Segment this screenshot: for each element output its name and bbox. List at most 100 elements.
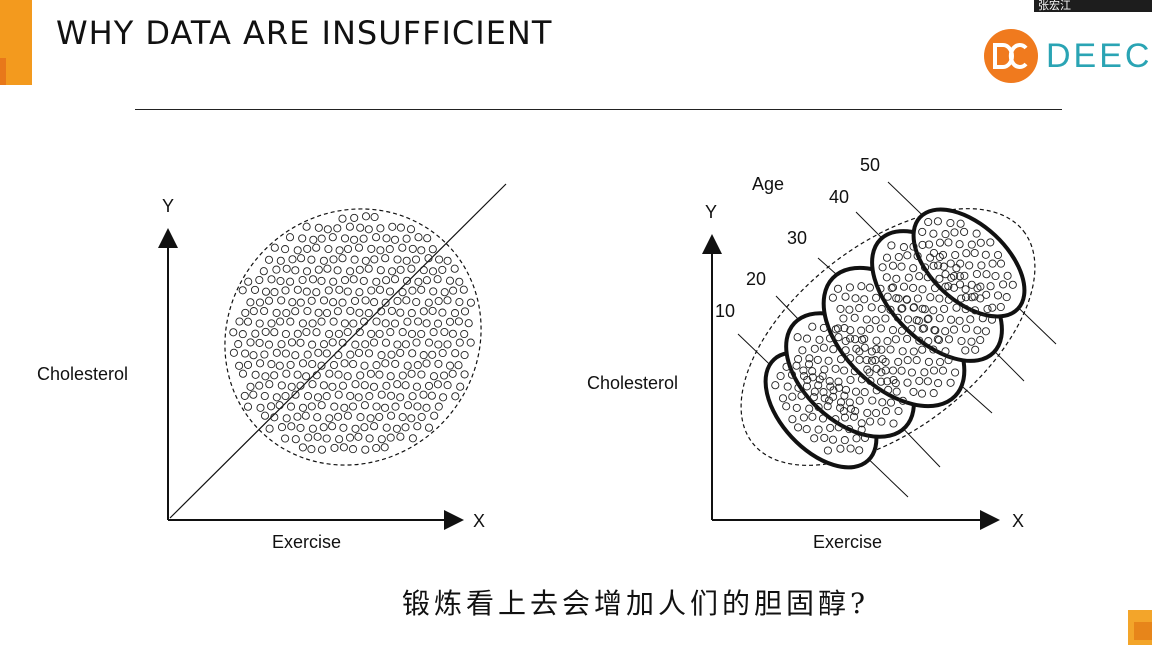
age-50-data-point (950, 228, 959, 237)
age-40-data-point (920, 263, 930, 272)
age-10-data-point (820, 433, 829, 442)
age-40-data-point (929, 261, 938, 270)
age-20-data-point (841, 385, 851, 394)
left-data-point (387, 391, 396, 400)
age-10-data-point (771, 381, 780, 390)
left-data-point (434, 402, 443, 411)
left-data-point (333, 224, 342, 233)
age-10-data-point (828, 435, 838, 444)
age-10-data-point (860, 433, 870, 442)
left-data-point (454, 361, 463, 370)
left-data-point (323, 264, 332, 273)
left-data-point (334, 412, 343, 421)
age-20-data-point (845, 398, 854, 407)
left-data-point (365, 392, 374, 401)
left-data-point (396, 223, 405, 232)
left-data-point (277, 381, 286, 390)
left-data-point (270, 371, 279, 380)
age-10-data-point (802, 425, 811, 434)
left-data-point (319, 381, 328, 390)
left-data-point (324, 286, 333, 295)
age-10-data-point (787, 370, 797, 379)
age-50-data-point (967, 240, 976, 249)
age-30-data-point (841, 292, 850, 301)
left-data-point (381, 319, 390, 328)
age-30-data-point (845, 305, 854, 314)
age-30-data-point (938, 366, 948, 375)
left-data-point (255, 275, 264, 285)
age-40-data-point (944, 335, 954, 344)
left-data-point (330, 402, 339, 411)
left-data-point (419, 351, 428, 360)
age-30-data-point (891, 379, 900, 388)
age-30-data-point (893, 313, 902, 322)
left-data-point (351, 340, 360, 349)
left-data-point (246, 298, 255, 307)
left-data-point (272, 308, 281, 317)
left-data-point (403, 361, 412, 370)
left-data-point (445, 276, 455, 285)
age-30-data-point (886, 305, 895, 314)
left-data-point (349, 359, 358, 369)
left-data-point (460, 329, 469, 339)
left-data-point (339, 443, 348, 452)
age-20-data-point (878, 398, 887, 407)
age-20-data-point (841, 346, 850, 355)
left-data-point (448, 369, 457, 378)
left-data-point (349, 319, 358, 328)
left-data-point (417, 285, 426, 294)
age-40-data-point (939, 262, 948, 271)
left-accent-stripe (0, 58, 6, 85)
age-20-data-point (820, 365, 829, 374)
age-40-data-point (923, 273, 932, 282)
age-30-data-point (920, 368, 929, 377)
age-10-data-point (804, 360, 814, 369)
left-data-point (376, 246, 385, 255)
left-data-point (388, 267, 397, 276)
age-30-data-point (877, 345, 886, 354)
left-data-point (291, 390, 300, 399)
left-data-point (288, 298, 297, 307)
age-10-data-point (831, 415, 840, 424)
age-40-data-point (967, 337, 976, 346)
left-data-point (428, 306, 437, 315)
left-data-point (402, 256, 411, 265)
left-data-point (286, 402, 296, 411)
left-data-point (403, 317, 412, 326)
left-data-point (396, 265, 405, 274)
left-data-point (377, 435, 386, 444)
left-data-point (424, 423, 434, 432)
left-data-point (464, 319, 473, 328)
left-data-point (375, 412, 384, 421)
left-data-point (369, 382, 379, 391)
left-data-point (443, 340, 452, 349)
age-10-data-point (823, 402, 832, 411)
left-data-point (377, 390, 386, 399)
left-data-point (328, 338, 337, 347)
age-50-data-point (986, 282, 995, 291)
age-40-data-point (957, 294, 966, 303)
left-data-point (325, 329, 334, 339)
age-30-data-point (865, 283, 874, 292)
age-30-data-point (888, 326, 898, 335)
age-20-data-point (836, 355, 846, 364)
left-data-point (434, 296, 443, 306)
left-data-point (417, 329, 426, 339)
left-data-point (338, 254, 347, 263)
age-40-data-point (983, 304, 992, 314)
left-x-label: X (473, 511, 485, 531)
left-data-point (407, 309, 416, 318)
left-data-point (412, 338, 421, 347)
left-data-point (291, 307, 300, 316)
left-data-point (391, 359, 400, 368)
left-data-point (382, 234, 391, 243)
left-data-point (460, 370, 469, 379)
left-data-point (267, 402, 276, 411)
left-data-point (340, 276, 350, 285)
left-data-point (377, 307, 386, 316)
left-data-point (298, 234, 307, 243)
left-data-point (308, 275, 318, 284)
left-data-point (433, 319, 443, 328)
age-20-data-point (805, 354, 814, 363)
age-20-data-point (892, 387, 901, 396)
